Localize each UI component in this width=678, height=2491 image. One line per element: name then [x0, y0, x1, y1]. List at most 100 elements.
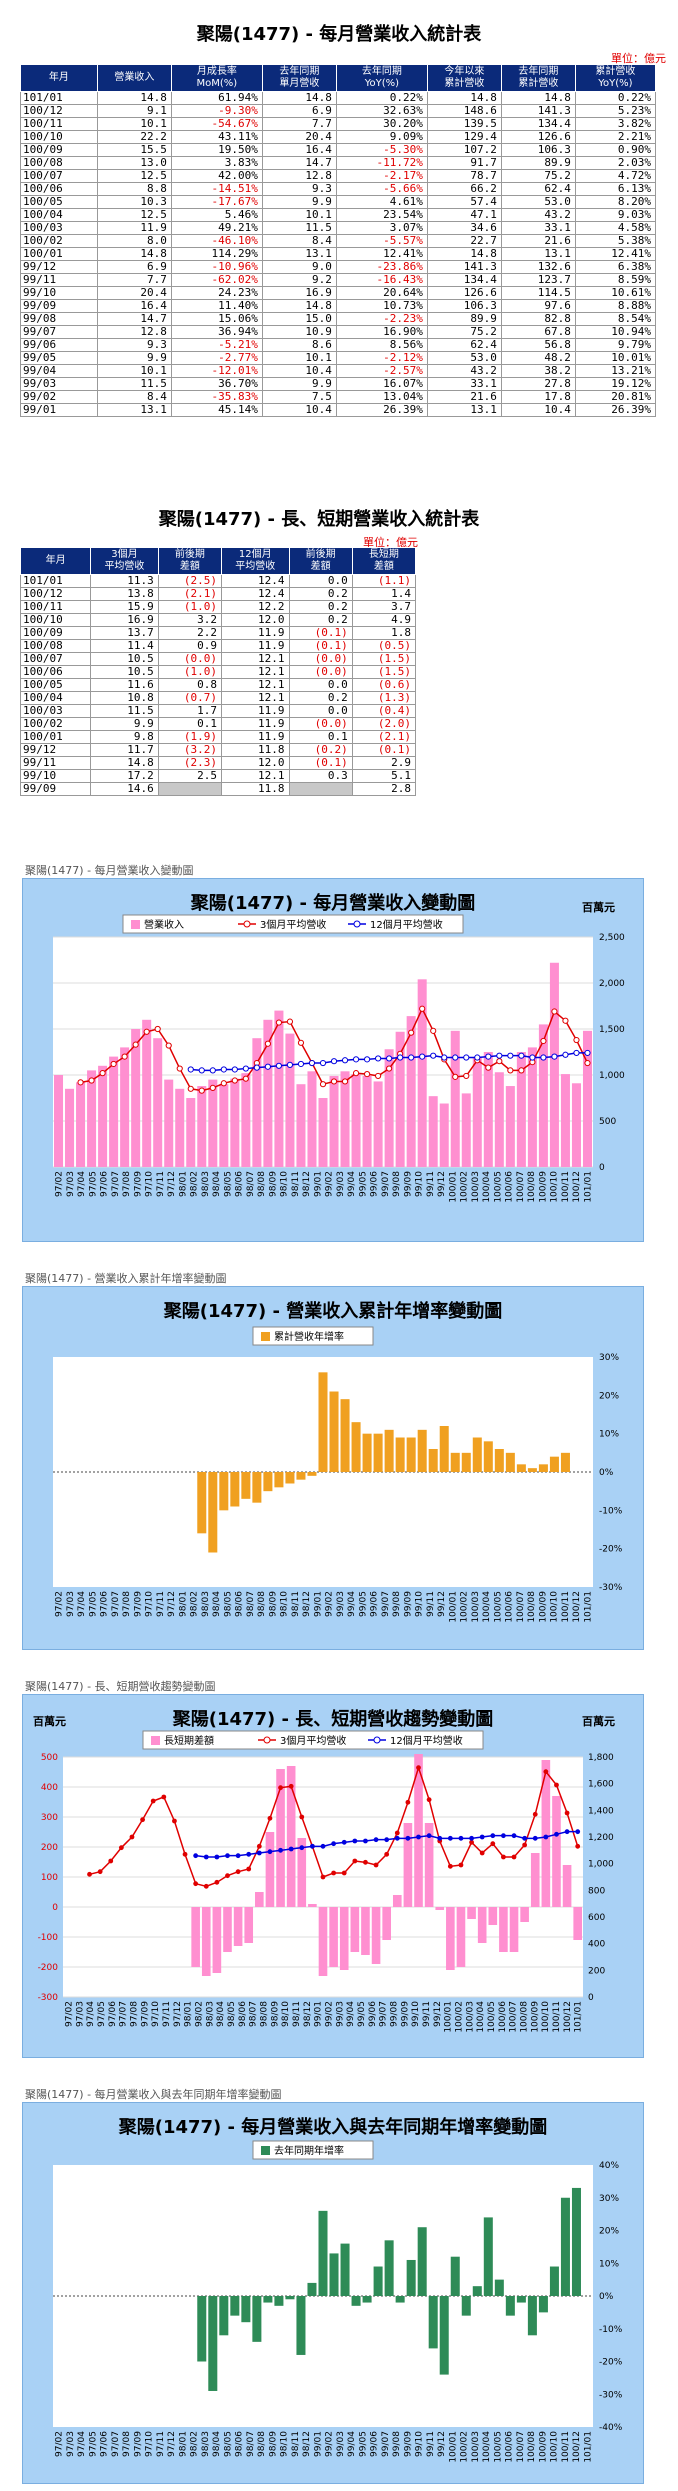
chart-title: 聚陽(1477) - 每月營業收入與去年同期年增率變動圖: [118, 2117, 548, 2138]
x-tick-label: 100/12: [563, 2001, 573, 2033]
table-cell: 13.1: [500, 247, 576, 261]
table-row: 100/12 9.1 -9.30% 6.9 32.63% 148.6 141.3 5.23%: [20, 104, 657, 118]
line-point: [309, 1843, 315, 1849]
table-cell: 10.5: [90, 652, 159, 666]
table-cell: 8.59%: [574, 273, 657, 287]
legend-label: 12個月平均營收: [390, 1734, 463, 1747]
x-tick-label: 98/01: [178, 1171, 188, 1197]
line-point: [308, 1059, 316, 1067]
x-tick-label: 97/12: [167, 1591, 177, 1617]
bar: [516, 2296, 526, 2303]
x-tick-label: 97/04: [86, 2001, 96, 2027]
x-tick-label: 97/05: [88, 2431, 98, 2457]
x-tick-label: 98/09: [268, 2431, 278, 2457]
x-tick-label: 97/10: [145, 2431, 155, 2457]
bar: [318, 2210, 328, 2296]
line-point: [394, 1835, 400, 1841]
line-point: [562, 1017, 569, 1024]
line-point: [225, 1873, 230, 1879]
y-tick-label-right: 1,000: [588, 1860, 614, 1870]
line-point: [108, 1858, 114, 1864]
x-tick-label: 97/03: [66, 2431, 76, 2457]
x-tick-label: 100/03: [471, 2431, 481, 2463]
table-cell: 14.7: [261, 156, 337, 170]
column-header: 去年同期 累計營收: [500, 64, 576, 92]
table-cell: 43.2: [500, 208, 576, 222]
table-cell: -2.57%: [335, 364, 428, 378]
line-point: [331, 1870, 337, 1876]
x-tick-label: 97/02: [55, 1171, 65, 1197]
legend-box: [252, 2140, 374, 2160]
bar: [461, 1452, 471, 1472]
table-row: 99/11 7.7 -62.02% 9.2 -16.43% 134.4 123.7 8.59%: [20, 273, 657, 287]
legend-label: 長短期差額: [164, 1734, 214, 1747]
table-cell: 11.4: [90, 639, 159, 653]
x-tick-label: 98/02: [194, 2001, 204, 2027]
bar: [549, 2266, 559, 2296]
table-cell: (2.1): [351, 730, 417, 744]
table-cell: 0.0: [288, 704, 353, 718]
x-tick-label: 100/01: [448, 2431, 458, 2463]
bar: [276, 1769, 285, 1907]
bar: [414, 1754, 423, 1907]
x-tick-label: 98/07: [246, 1171, 256, 1197]
table-cell: 26.39%: [335, 403, 428, 417]
table-cell: 12.4: [220, 574, 290, 588]
line-point: [384, 1851, 390, 1857]
bar: [329, 2253, 339, 2296]
bar: [439, 1426, 449, 1472]
bar: [212, 1907, 222, 1973]
table-row: 100/09 13.7 2.2 11.9 (0.1) 1.8: [19, 626, 417, 640]
bar: [191, 1907, 200, 1967]
line-point: [426, 1797, 432, 1803]
line-point: [264, 1063, 271, 1070]
bar: [505, 1452, 515, 1472]
y-tick-label: 30%: [599, 2194, 619, 2204]
table-row: 100/05 11.6 0.8 12.1 0.0 (0.6): [19, 678, 417, 692]
table-cell: 100/08: [19, 639, 92, 653]
y-tick-label-right: 0: [588, 1993, 594, 2003]
x-tick-label: 99/02: [325, 2431, 335, 2457]
table-cell: 13.1: [426, 403, 502, 417]
table-cell: 16.9: [90, 613, 159, 627]
table-cell: -12.01%: [170, 364, 263, 378]
table-cell: (1.5): [351, 652, 417, 666]
x-tick-label: 101/01: [583, 1171, 593, 1203]
line-point: [231, 1066, 238, 1073]
bar: [296, 1084, 306, 1167]
line-point: [110, 1060, 117, 1068]
table-cell: 16.07%: [335, 377, 428, 391]
table-row: 99/08 14.7 15.06% 15.0 -2.23% 89.9 82.8 8.54%: [20, 312, 657, 326]
table-cell: 99/10: [19, 769, 92, 783]
table-cell: 11.9: [220, 704, 290, 718]
table-cell: 123.7: [500, 273, 576, 287]
legend-label: 3個月平均營收: [260, 918, 326, 931]
line-point: [341, 1839, 347, 1845]
x-tick-label: 99/03: [335, 2001, 345, 2027]
y-tick-label: 0%: [599, 2292, 614, 2302]
x-tick-label: 98/11: [292, 2001, 302, 2027]
line-point: [394, 1830, 400, 1836]
table-cell: 134.4: [500, 117, 576, 131]
table-cell: 0.2: [288, 587, 353, 601]
x-tick-label: 97/11: [156, 1171, 166, 1197]
line-point: [97, 1869, 103, 1875]
x-tick-label: 100/01: [448, 1591, 458, 1623]
line-point: [463, 1072, 470, 1080]
table-cell: 62.4: [426, 338, 502, 352]
table-cell: -54.67%: [170, 117, 263, 131]
x-tick-label: 99/12: [433, 2001, 443, 2027]
line-point: [511, 1833, 517, 1839]
table-cell: 141.3: [426, 260, 502, 274]
x-tick-label: 98/10: [280, 1171, 290, 1197]
y-tick-label: 1,000: [599, 1071, 625, 1081]
x-tick-label: 99/11: [422, 2001, 432, 2027]
line-point: [352, 1070, 360, 1077]
table-cell: 0.90%: [574, 143, 657, 157]
table-cell: 10.9: [261, 325, 337, 339]
line-point: [256, 1843, 262, 1849]
line-point: [501, 1833, 506, 1839]
table-cell: 12.1: [220, 678, 290, 692]
bar: [461, 1093, 471, 1167]
bar: [483, 1441, 493, 1472]
